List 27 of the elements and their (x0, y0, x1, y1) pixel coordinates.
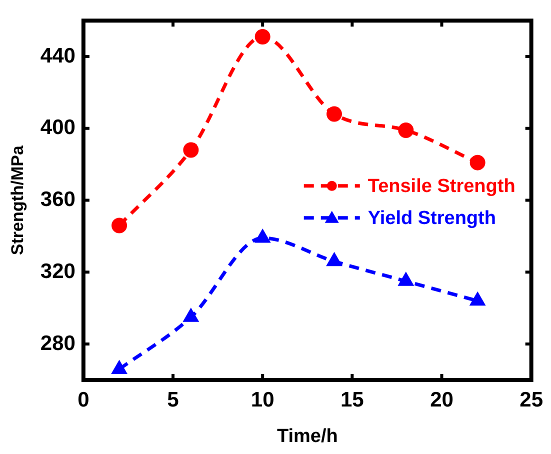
point (398, 273, 413, 286)
x-tick-label: 20 (430, 388, 454, 412)
point (398, 122, 414, 138)
point (183, 142, 199, 158)
y-tick-label: 280 (40, 332, 76, 355)
legend-label: Tensile Strength (368, 176, 516, 198)
x-axis-title: Time/h (276, 426, 338, 447)
point (327, 254, 342, 266)
x-tick-label: 10 (250, 388, 274, 412)
y-tick-label: 440 (40, 44, 76, 68)
y-tick-label: 360 (40, 188, 76, 212)
point (184, 309, 198, 322)
point (112, 218, 128, 234)
y-axis-title: Strength/MPa (8, 144, 27, 256)
x-tick-label: 15 (340, 388, 364, 412)
point (256, 230, 270, 243)
y-tick-label: 400 (40, 116, 76, 140)
point (470, 293, 485, 306)
x-tick-label: 5 (167, 388, 180, 412)
y-tick-label: 320 (40, 260, 76, 283)
point (112, 361, 126, 374)
x-tick-label: 0 (78, 388, 90, 412)
x-tick-label: 25 (520, 388, 544, 412)
legend-label: Yield Strength (368, 208, 496, 230)
point (470, 154, 486, 170)
point (326, 106, 342, 122)
point (254, 29, 270, 45)
